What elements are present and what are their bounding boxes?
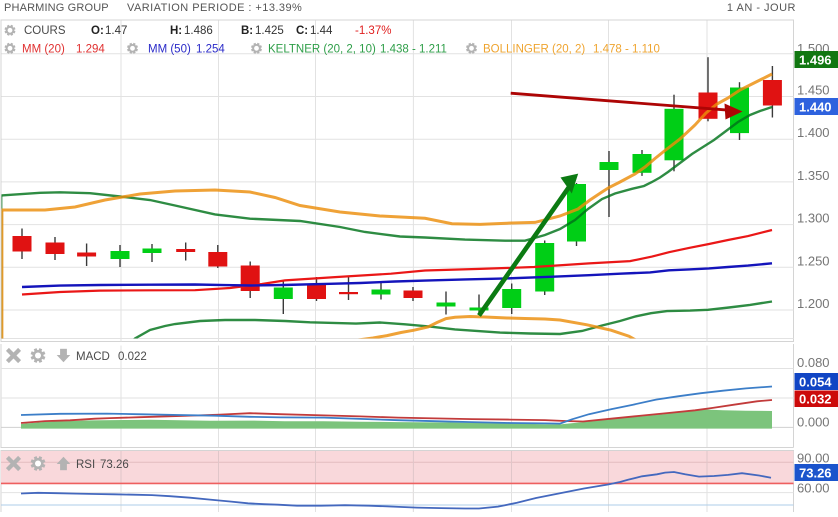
svg-text:60.00: 60.00 — [797, 480, 830, 495]
svg-text:1.400: 1.400 — [797, 125, 830, 140]
svg-text:1.44: 1.44 — [310, 25, 333, 37]
svg-text:1.425: 1.425 — [255, 25, 284, 37]
svg-text:PHARMING GROUP: PHARMING GROUP — [4, 2, 109, 14]
svg-text:0.000: 0.000 — [797, 415, 830, 430]
svg-text:MM (50): MM (50) — [148, 43, 191, 55]
svg-text:MACD: MACD — [76, 351, 110, 363]
svg-text:1.350: 1.350 — [797, 168, 830, 183]
svg-text:90.00: 90.00 — [797, 451, 830, 466]
svg-text:1.47: 1.47 — [105, 25, 127, 37]
svg-text:0.032: 0.032 — [799, 392, 832, 407]
svg-text:COURS: COURS — [24, 25, 66, 37]
svg-text:1.254: 1.254 — [196, 43, 225, 55]
svg-text:1.496: 1.496 — [799, 53, 832, 68]
svg-text:1.486: 1.486 — [184, 25, 213, 37]
svg-text:0.022: 0.022 — [118, 351, 147, 363]
svg-text:O:: O: — [91, 25, 104, 37]
svg-text:H:: H: — [170, 25, 182, 37]
svg-text:1.294: 1.294 — [76, 43, 105, 55]
svg-text:VARIATION PERIODE : +13.39%: VARIATION PERIODE : +13.39% — [127, 2, 302, 14]
svg-text:73.26: 73.26 — [799, 466, 832, 481]
svg-text:73.26: 73.26 — [100, 459, 129, 471]
svg-text:0.080: 0.080 — [797, 355, 830, 370]
svg-text:1.200: 1.200 — [797, 296, 830, 311]
svg-text:KELTNER (20, 2, 10): KELTNER (20, 2, 10) — [268, 43, 376, 55]
svg-text:BOLLINGER (20, 2): BOLLINGER (20, 2) — [483, 43, 585, 55]
svg-text:1.250: 1.250 — [797, 253, 830, 268]
svg-text:1.440: 1.440 — [799, 100, 832, 115]
svg-text:1.438 - 1.211: 1.438 - 1.211 — [380, 43, 447, 55]
svg-text:1.450: 1.450 — [797, 83, 830, 98]
svg-text:RSI: RSI — [76, 459, 95, 471]
svg-text:1.478 - 1.110: 1.478 - 1.110 — [593, 43, 660, 55]
svg-text:1 AN - JOUR: 1 AN - JOUR — [727, 2, 796, 14]
svg-text:MM (20): MM (20) — [22, 43, 65, 55]
svg-text:0.054: 0.054 — [799, 375, 832, 390]
svg-text:B:: B: — [241, 25, 253, 37]
svg-text:-1.37%: -1.37% — [355, 25, 391, 37]
svg-text:C:: C: — [296, 25, 308, 37]
svg-text:1.300: 1.300 — [797, 211, 830, 226]
